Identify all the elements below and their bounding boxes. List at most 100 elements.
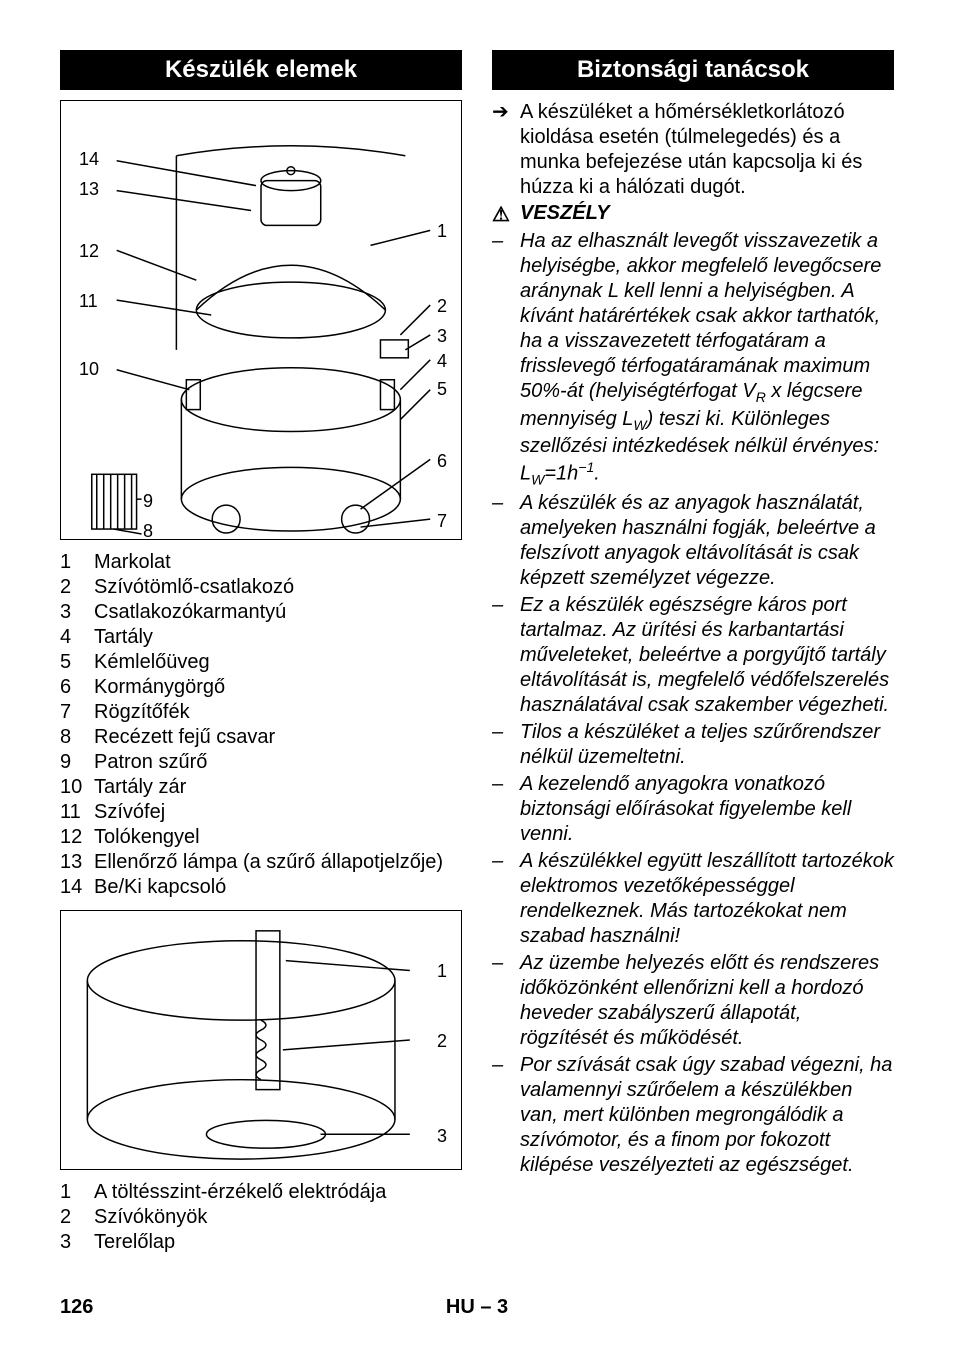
parts1-row: 1Markolat bbox=[60, 550, 462, 575]
parts1-row: 13Ellenőrző lámpa (a szűrő állapotjelzőj… bbox=[60, 850, 462, 875]
part-label: Csatlakozókarmantyú bbox=[94, 600, 462, 625]
d1-n1: 1 bbox=[437, 221, 447, 242]
warning-icon: ⚠ bbox=[492, 202, 520, 227]
dash-bullet: – bbox=[492, 1053, 520, 1178]
parts-list-1: 1Markolat2Szívótömlő-csatlakozó3Csatlako… bbox=[60, 550, 462, 900]
part-num: 12 bbox=[60, 825, 94, 850]
parts1-row: 10Tartály zár bbox=[60, 775, 462, 800]
parts2-row: 3Terelőlap bbox=[60, 1230, 462, 1255]
part-num: 10 bbox=[60, 775, 94, 800]
safety-item: –A kezelendő anyagokra vonatkozó biztons… bbox=[492, 772, 894, 847]
part-label: Tartály bbox=[94, 625, 462, 650]
safety-item: –Az üzembe helyezés előtt és rendszeres … bbox=[492, 951, 894, 1051]
part-label: Szívófej bbox=[94, 800, 462, 825]
part-num: 8 bbox=[60, 725, 94, 750]
parts1-row: 7Rögzítőfék bbox=[60, 700, 462, 725]
device-diagram-2: 1 2 3 bbox=[60, 910, 462, 1170]
d2-n3: 3 bbox=[437, 1126, 447, 1147]
safety-text: Por szívását csak úgy szabad végezni, ha… bbox=[520, 1053, 894, 1178]
parts-list-2: 1A töltésszint-érzékelő elektródája2Szív… bbox=[60, 1180, 462, 1255]
danger-heading: ⚠ VESZÉLY bbox=[492, 202, 894, 227]
safety-text: Ez a készülék egészségre káros port tart… bbox=[520, 593, 894, 718]
part-label: Terelőlap bbox=[94, 1230, 462, 1255]
dash-bullet: – bbox=[492, 772, 520, 847]
safety-text: A készülék és az anyagok használatát, am… bbox=[520, 491, 894, 591]
parts1-row: 3Csatlakozókarmantyú bbox=[60, 600, 462, 625]
part-num: 5 bbox=[60, 650, 94, 675]
footer-center: HU – 3 bbox=[60, 1296, 894, 1319]
part-num: 1 bbox=[60, 550, 94, 575]
safety-text: Az üzembe helyezés előtt és rendszeres i… bbox=[520, 951, 894, 1051]
part-label: Ellenőrző lámpa (a szűrő állapotjelzője) bbox=[94, 850, 462, 875]
part-label: A töltésszint-érzékelő elektródája bbox=[94, 1180, 462, 1205]
safety-text: Ha az elhasznált levegőt visszavezetik a… bbox=[520, 229, 894, 489]
safety-item: –A készülék és az anyagok használatát, a… bbox=[492, 491, 894, 591]
parts1-row: 12Tolókengyel bbox=[60, 825, 462, 850]
part-label: Recézett fejű csavar bbox=[94, 725, 462, 750]
dash-bullet: – bbox=[492, 951, 520, 1051]
d1-n11: 11 bbox=[79, 291, 98, 312]
danger-label: VESZÉLY bbox=[520, 202, 610, 227]
d1-n7: 7 bbox=[437, 511, 447, 532]
parts1-row: 9Patron szűrő bbox=[60, 750, 462, 775]
safety-item: –Tilos a készüléket a teljes szűrőrendsz… bbox=[492, 720, 894, 770]
d1-n2: 2 bbox=[437, 296, 447, 317]
parts1-row: 8Recézett fejű csavar bbox=[60, 725, 462, 750]
part-num: 11 bbox=[60, 800, 94, 825]
safety-text: A készülékkel együtt leszállított tartoz… bbox=[520, 849, 894, 949]
d2-n2: 2 bbox=[437, 1031, 447, 1052]
part-num: 9 bbox=[60, 750, 94, 775]
part-label: Be/Ki kapcsoló bbox=[94, 875, 462, 900]
d1-n8: 8 bbox=[143, 521, 153, 542]
part-num: 7 bbox=[60, 700, 94, 725]
dash-bullet: – bbox=[492, 593, 520, 718]
part-label: Tolókengyel bbox=[94, 825, 462, 850]
device-diagram-1: 14 13 12 11 10 9 8 1 2 3 4 5 6 7 bbox=[60, 100, 462, 540]
part-num: 14 bbox=[60, 875, 94, 900]
intro-text: A készüléket a hőmérsékletkorlátozó kiol… bbox=[520, 100, 894, 200]
part-num: 13 bbox=[60, 850, 94, 875]
parts1-row: 6Kormánygörgő bbox=[60, 675, 462, 700]
safety-item: –Por szívását csak úgy szabad végezni, h… bbox=[492, 1053, 894, 1178]
part-num: 3 bbox=[60, 600, 94, 625]
part-label: Kémlelőüveg bbox=[94, 650, 462, 675]
parts1-row: 4Tartály bbox=[60, 625, 462, 650]
parts1-row: 14Be/Ki kapcsoló bbox=[60, 875, 462, 900]
d1-n5: 5 bbox=[437, 379, 447, 400]
part-label: Patron szűrő bbox=[94, 750, 462, 775]
safety-text: Tilos a készüléket a teljes szűrőrendsze… bbox=[520, 720, 894, 770]
d2-n1: 1 bbox=[437, 961, 447, 982]
safety-item: –Ez a készülék egészségre káros port tar… bbox=[492, 593, 894, 718]
intro-safety-item: ➔ A készüléket a hőmérsékletkorlátozó ki… bbox=[492, 100, 894, 200]
right-section-header: Biztonsági tanácsok bbox=[492, 50, 894, 90]
device-svg-2 bbox=[61, 911, 461, 1169]
parts2-row: 2Szívókönyök bbox=[60, 1205, 462, 1230]
d1-n13: 13 bbox=[79, 179, 99, 200]
dash-bullet: – bbox=[492, 720, 520, 770]
safety-text: A kezelendő anyagokra vonatkozó biztonsá… bbox=[520, 772, 894, 847]
part-num: 1 bbox=[60, 1180, 94, 1205]
part-label: Tartály zár bbox=[94, 775, 462, 800]
left-section-header: Készülék elemek bbox=[60, 50, 462, 90]
parts1-row: 2Szívótömlő-csatlakozó bbox=[60, 575, 462, 600]
safety-list: –Ha az elhasznált levegőt visszavezetik … bbox=[492, 229, 894, 1178]
d1-n4: 4 bbox=[437, 351, 447, 372]
d1-n12: 12 bbox=[79, 241, 99, 262]
d1-n6: 6 bbox=[437, 451, 447, 472]
part-num: 4 bbox=[60, 625, 94, 650]
part-num: 2 bbox=[60, 575, 94, 600]
d1-n14: 14 bbox=[79, 149, 99, 170]
part-num: 3 bbox=[60, 1230, 94, 1255]
d1-n9: 9 bbox=[143, 491, 153, 512]
part-label: Rögzítőfék bbox=[94, 700, 462, 725]
dash-bullet: – bbox=[492, 849, 520, 949]
d1-n10: 10 bbox=[79, 359, 99, 380]
dash-bullet: – bbox=[492, 229, 520, 489]
device-svg-1 bbox=[61, 101, 461, 539]
parts1-row: 11Szívófej bbox=[60, 800, 462, 825]
part-label: Szívótömlő-csatlakozó bbox=[94, 575, 462, 600]
part-num: 2 bbox=[60, 1205, 94, 1230]
safety-item: –A készülékkel együtt leszállított tarto… bbox=[492, 849, 894, 949]
dash-bullet: – bbox=[492, 491, 520, 591]
parts2-row: 1A töltésszint-érzékelő elektródája bbox=[60, 1180, 462, 1205]
